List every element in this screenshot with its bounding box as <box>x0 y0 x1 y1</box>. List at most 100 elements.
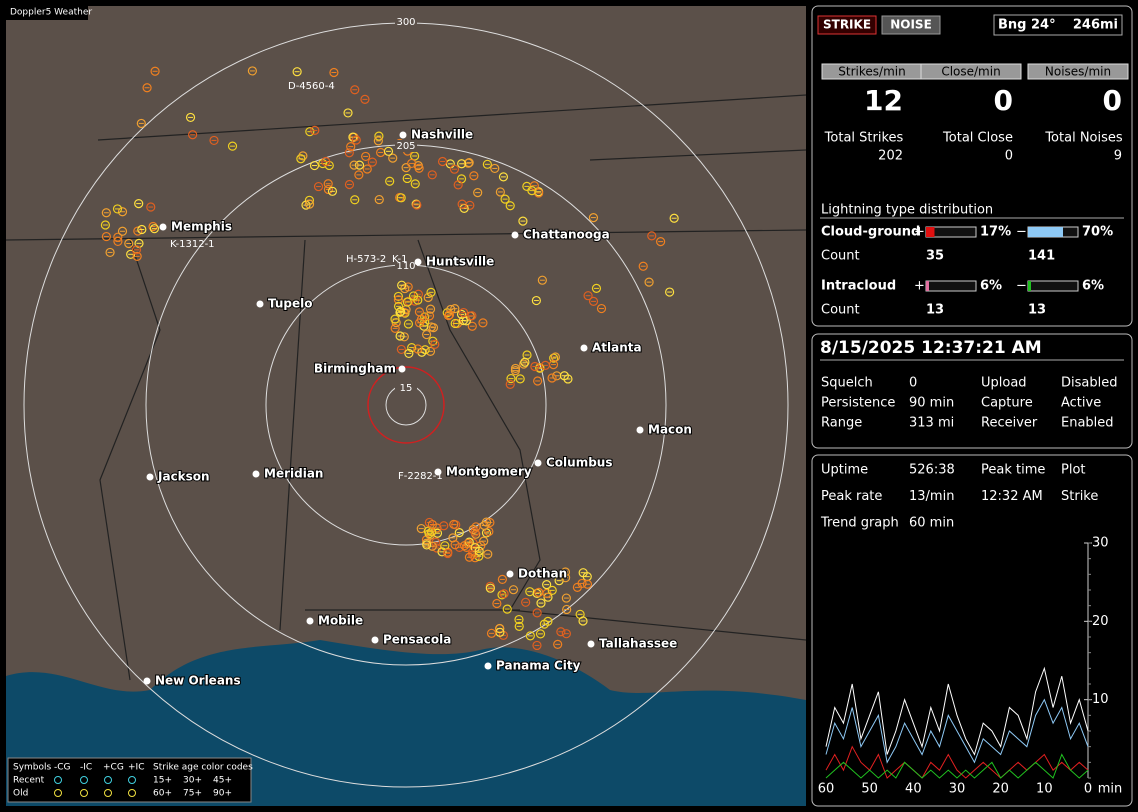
city-label: Dothan <box>518 567 567 581</box>
strike-symbol <box>510 365 521 376</box>
strike-symbol <box>393 301 404 311</box>
trend-panel <box>811 454 1133 807</box>
stat: Strike <box>1061 489 1098 504</box>
setting: 90 min <box>909 396 954 411</box>
legend-symbol <box>128 789 136 797</box>
strike-symbol <box>479 536 489 546</box>
setting: Receiver <box>981 416 1038 431</box>
strike-symbol <box>537 275 547 285</box>
city-label: Panama City <box>496 659 581 673</box>
trend-line <box>825 753 1089 779</box>
rate-panel <box>811 5 1133 327</box>
x-tick-label: 10 <box>1036 782 1053 797</box>
x-tick-label: 0 <box>1084 782 1092 797</box>
strike-symbol <box>323 179 333 189</box>
strike-symbol <box>428 323 439 333</box>
strike-symbol <box>124 238 134 249</box>
total-value: 9 <box>1114 149 1122 164</box>
strike-symbol <box>457 199 467 209</box>
noise-button[interactable] <box>881 15 941 35</box>
ring-label-bg <box>395 382 417 394</box>
strike-symbol <box>529 181 539 191</box>
count-label: Count <box>821 249 860 264</box>
x-tick-label: 60 <box>818 782 835 797</box>
setting: 313 mi <box>909 416 954 431</box>
city-label: Columbus <box>546 456 613 470</box>
strike-symbol <box>393 295 404 305</box>
strike-symbol <box>482 159 492 169</box>
bar <box>1028 227 1063 237</box>
strike-symbol <box>310 125 320 135</box>
strike-symbol <box>112 204 123 214</box>
strike-symbol <box>470 527 480 537</box>
stat: 60 min <box>909 516 954 531</box>
strike-symbol <box>542 580 552 590</box>
strike-symbol <box>498 172 509 182</box>
strike-symbol <box>464 552 474 562</box>
strike-symbol <box>410 179 420 189</box>
rate-label: Strikes/min <box>838 65 905 79</box>
rate-button[interactable] <box>1027 63 1129 80</box>
sign: + <box>914 279 925 294</box>
legend: Symbols -CG -IC +CG +IC Strike age color code… <box>7 757 253 803</box>
legend-header: Strike age color codes <box>153 763 253 773</box>
strike-symbol <box>390 323 400 333</box>
city-dot <box>399 131 407 139</box>
rate-value: 0 <box>1103 84 1122 117</box>
setting: Enabled <box>1061 416 1114 431</box>
strike-symbol <box>396 344 406 355</box>
strike-symbol <box>562 604 572 615</box>
total-value: 0 <box>1005 149 1013 164</box>
strike-symbol <box>137 224 147 235</box>
y-tick-label: 30 <box>1092 536 1109 551</box>
legend-age: 15+ <box>153 776 172 786</box>
strike-symbol <box>505 379 515 389</box>
strike-symbol <box>454 528 464 538</box>
strike-button[interactable] <box>817 15 877 35</box>
setting: Persistence <box>821 396 895 411</box>
strike-symbol <box>354 170 364 180</box>
strike-symbol <box>647 231 657 241</box>
strike-symbol <box>100 220 110 230</box>
strike-symbol <box>505 201 515 211</box>
city-label: Mobile <box>318 614 363 628</box>
strike-symbol <box>402 173 412 184</box>
count: 35 <box>926 249 944 264</box>
strike-symbol <box>577 578 587 589</box>
strike-symbol <box>396 306 406 317</box>
rate-button[interactable] <box>920 63 1022 80</box>
legend-symbol <box>80 789 88 797</box>
strike-symbol <box>553 639 563 649</box>
city-dot <box>371 636 379 644</box>
strike-symbol <box>467 311 477 321</box>
strike-symbol <box>309 160 320 171</box>
strike-symbol <box>424 311 435 321</box>
setting: Active <box>1061 396 1101 411</box>
strike-symbol <box>530 361 540 372</box>
strike-symbol <box>453 180 463 190</box>
strike-symbol <box>547 373 557 383</box>
strike-symbol <box>131 245 142 255</box>
strike-symbol <box>351 135 361 145</box>
strike-symbol <box>578 616 588 626</box>
strike-symbol <box>350 195 360 205</box>
strike-symbol <box>656 236 666 247</box>
strike-symbol <box>393 291 404 302</box>
count-label: Count <box>821 303 860 318</box>
type-name: Cloud-ground <box>821 225 920 240</box>
bar <box>1028 281 1031 291</box>
stat: 12:32 AM <box>981 489 1043 504</box>
strike-symbol <box>346 142 356 152</box>
strike-symbol <box>440 541 450 551</box>
strike-symbol <box>292 67 302 77</box>
strike-symbol <box>150 66 160 76</box>
city-dot <box>143 677 151 685</box>
strike-symbol <box>533 376 543 386</box>
strike-symbol <box>383 146 394 156</box>
legend-symbol <box>128 776 136 784</box>
strike-symbol <box>588 296 599 306</box>
strike-symbol <box>449 519 459 529</box>
strike-symbol <box>525 631 535 641</box>
setting: Range <box>821 416 862 431</box>
strike-symbol <box>185 112 196 123</box>
